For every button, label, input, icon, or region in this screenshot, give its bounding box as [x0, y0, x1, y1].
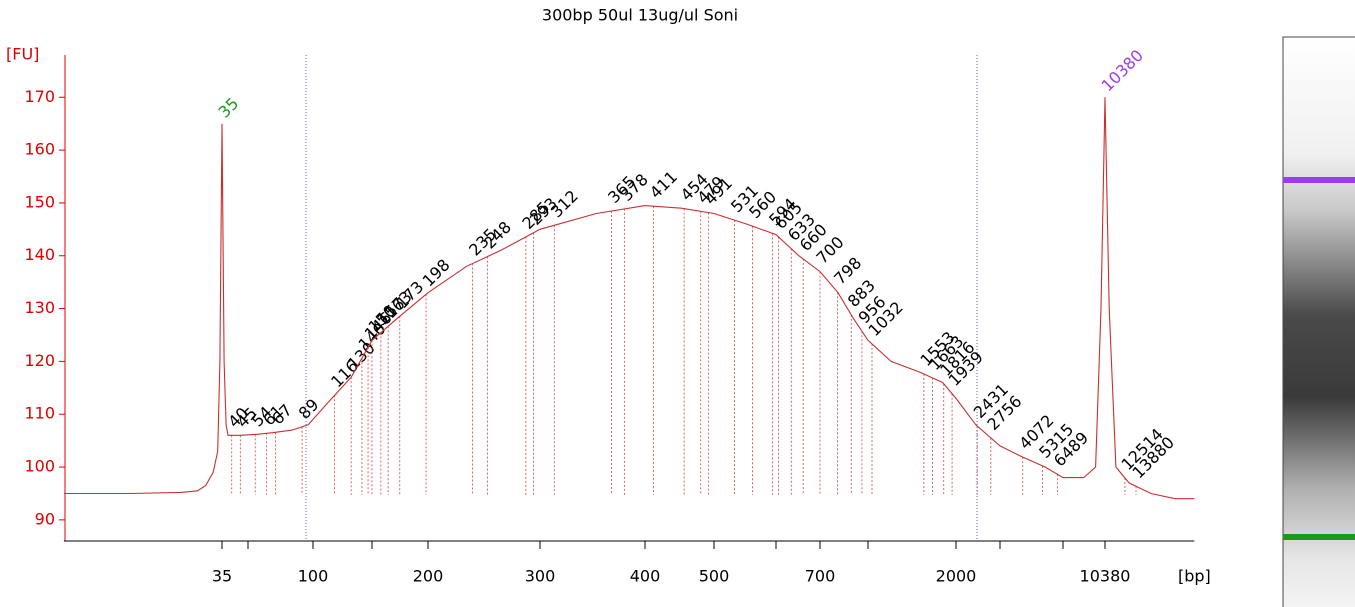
- y-tick-label: 90: [35, 509, 55, 528]
- x-tick-label: 500: [699, 567, 730, 586]
- y-tick-label: 170: [24, 87, 55, 106]
- marker-label: 35: [215, 94, 243, 122]
- gel-lane: [1282, 36, 1355, 607]
- x-tick-label: 10380: [1080, 567, 1131, 586]
- y-tick-label: 120: [24, 351, 55, 370]
- chart-title: 300bp 50ul 13ug/ul Soni: [542, 6, 738, 25]
- trace: [63, 97, 1195, 500]
- x-tick-label: 200: [413, 567, 444, 586]
- y-tick-label: 140: [24, 245, 55, 264]
- peak-label: 198: [419, 255, 454, 290]
- y-tick-label: 130: [24, 298, 55, 317]
- marker-label: 10380: [1098, 46, 1147, 95]
- x-tick-label: 35: [212, 567, 232, 586]
- x-tick-label: 100: [298, 567, 329, 586]
- y-tick-label: 160: [24, 140, 55, 159]
- x-tick-label: 2000: [936, 567, 977, 586]
- x-tick-label: 400: [630, 567, 661, 586]
- x-tick-label: 300: [525, 567, 556, 586]
- peak-label: 89: [295, 395, 323, 423]
- y-tick-label: 150: [24, 192, 55, 211]
- x-tick-label: 700: [805, 567, 836, 586]
- peak-label: 411: [646, 167, 681, 202]
- y-tick-label: 100: [24, 457, 55, 476]
- gel-band: [1283, 177, 1355, 183]
- y-tick-label: 110: [24, 404, 55, 423]
- x-axis-label: [bp]: [1178, 567, 1211, 586]
- gel-band: [1283, 534, 1355, 540]
- y-axis-label: [FU]: [6, 45, 39, 64]
